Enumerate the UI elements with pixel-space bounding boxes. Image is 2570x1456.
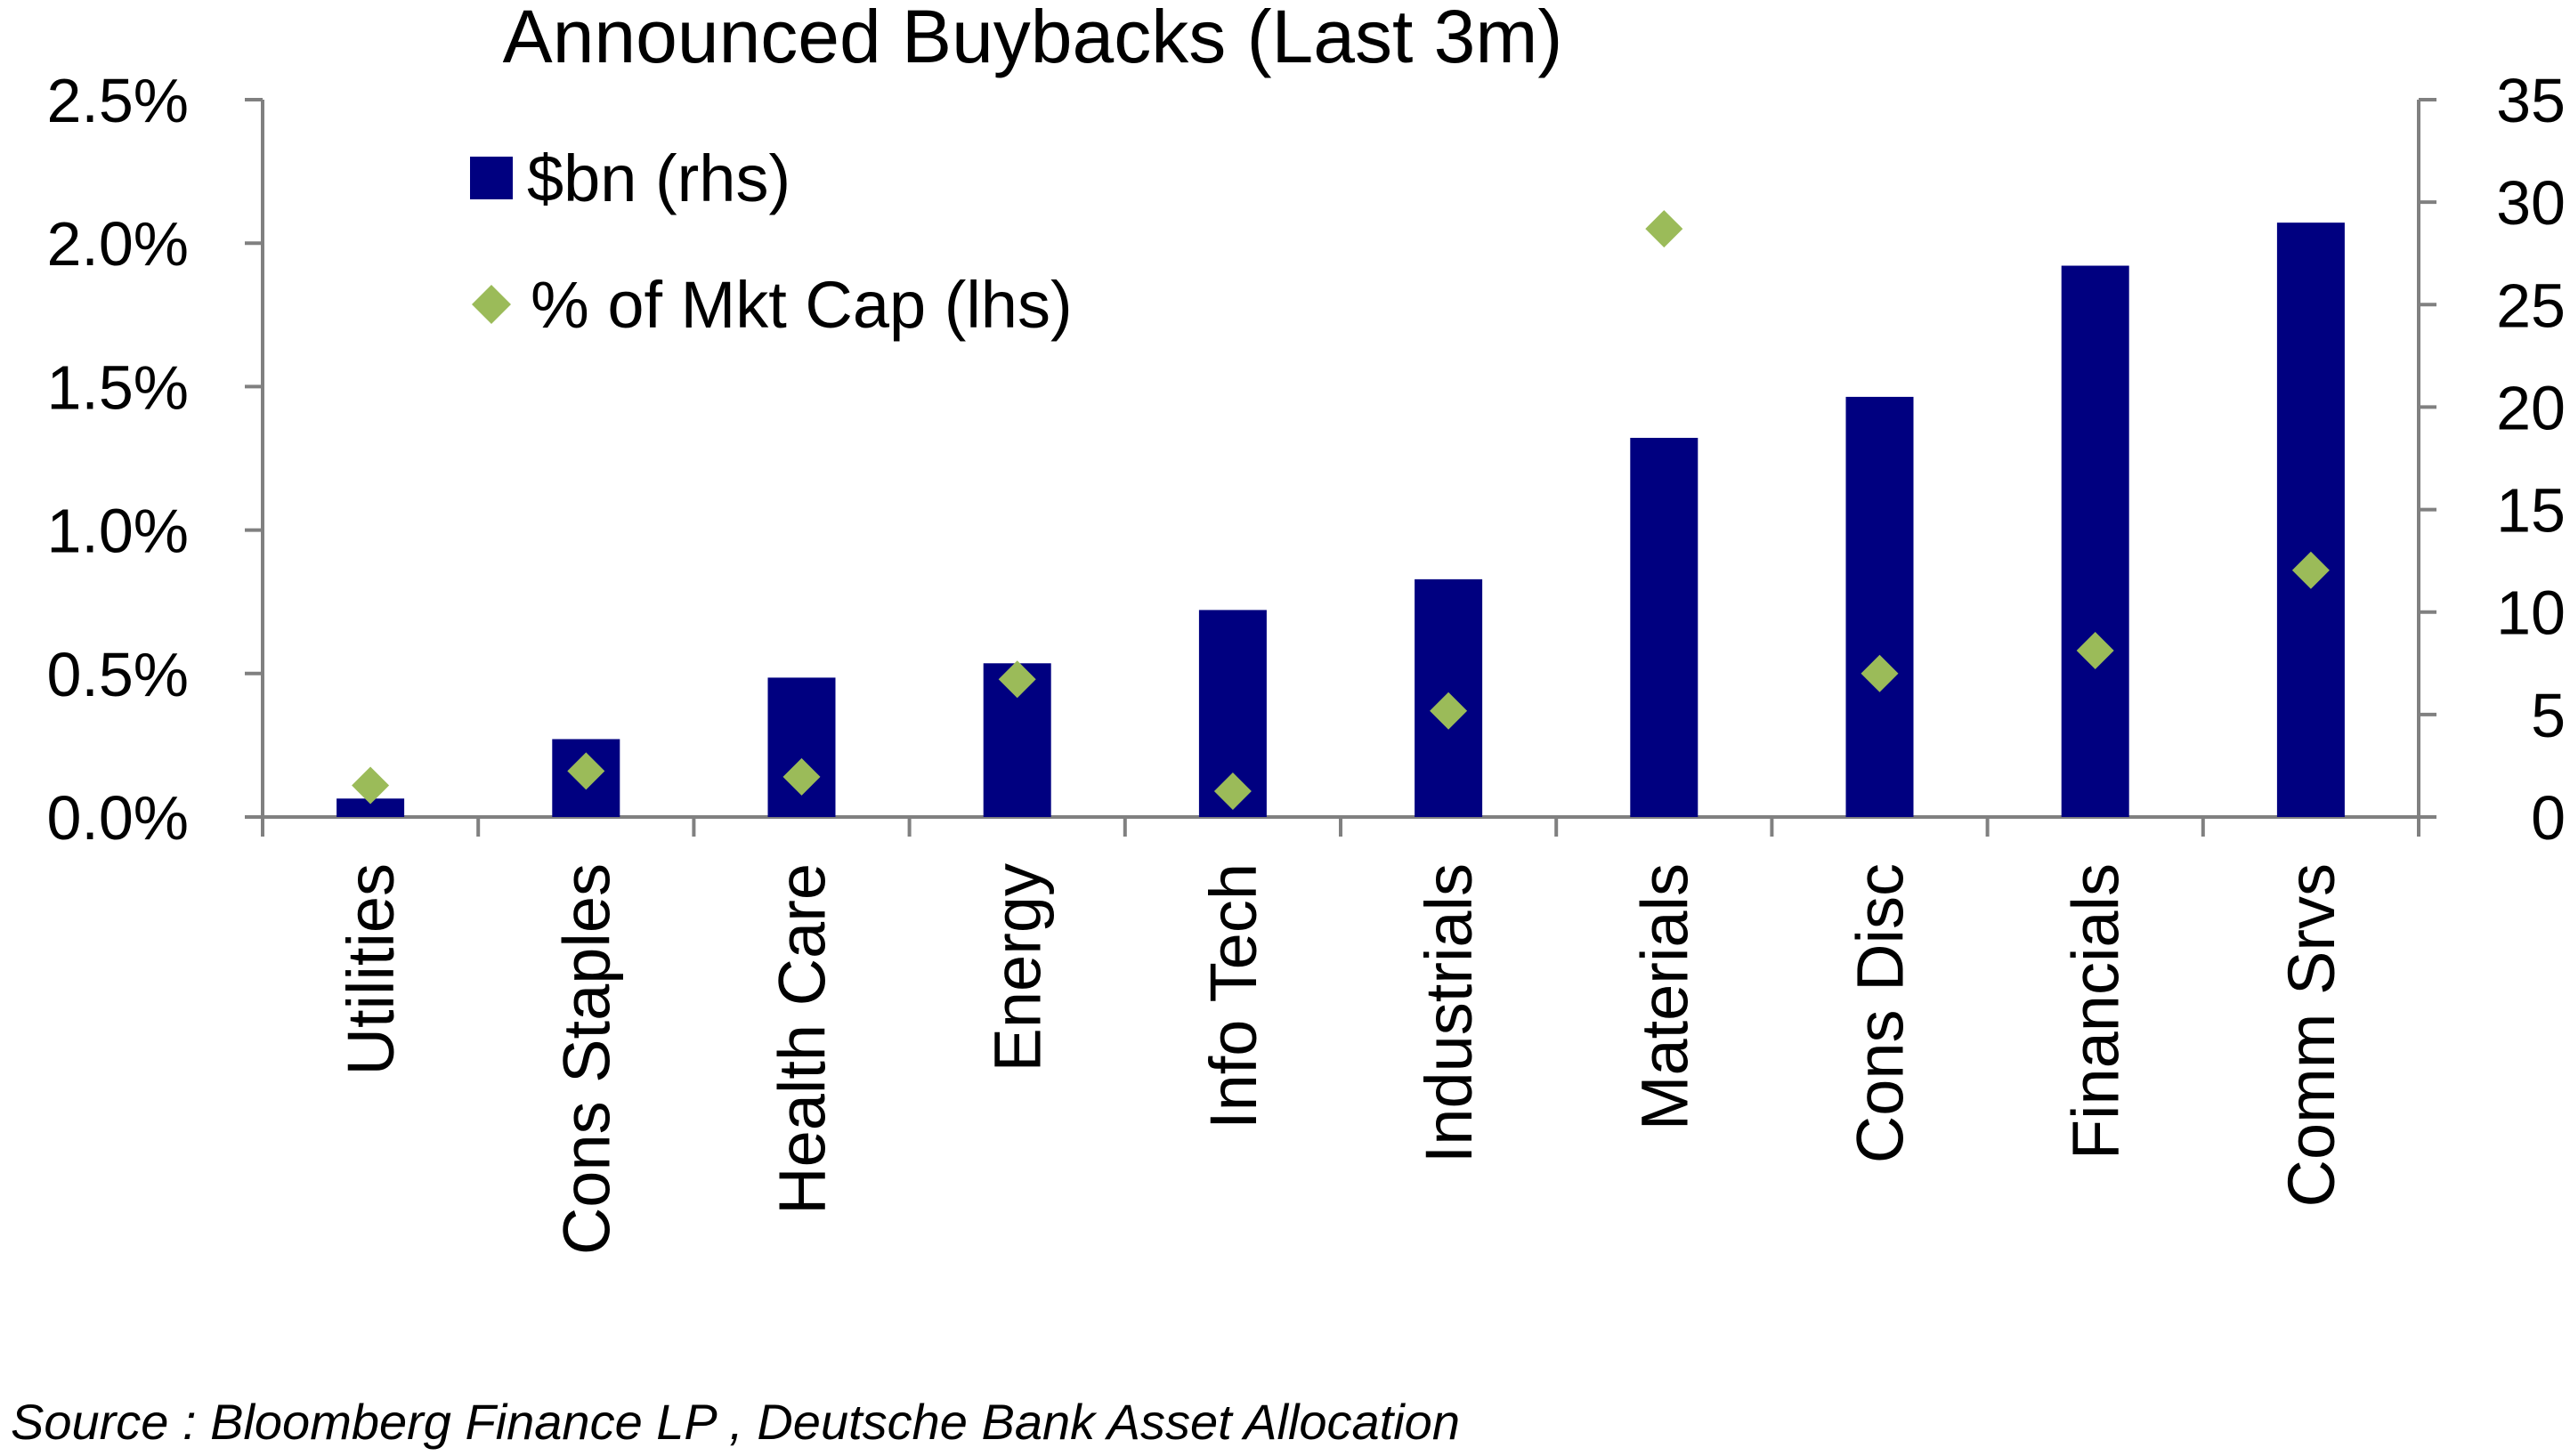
right-tick-label: 15 xyxy=(2496,476,2566,546)
chart-title: Announced Buybacks (Last 3m) xyxy=(503,0,1563,78)
right-tick-label: 25 xyxy=(2496,271,2566,340)
right-tick-label: 10 xyxy=(2496,578,2566,648)
left-tick-label: 2.5% xyxy=(46,66,189,135)
category-label: Cons Disc xyxy=(1844,863,1917,1163)
right-tick-label: 5 xyxy=(2531,681,2566,750)
left-tick-label: 1.0% xyxy=(46,497,189,566)
source-note: Source : Bloomberg Finance LP , Deutsche… xyxy=(11,1394,1460,1450)
left-tick-label: 2.0% xyxy=(46,209,189,279)
legend-diamond-swatch xyxy=(472,285,511,324)
left-tick-label: 0.5% xyxy=(46,640,189,709)
category-label: Info Tech xyxy=(1196,863,1270,1129)
right-tick-label: 30 xyxy=(2496,168,2566,238)
bar xyxy=(1630,437,1698,817)
diamond-marker xyxy=(1430,692,1468,730)
diamond-marker xyxy=(2291,551,2330,589)
legend-bar-label: $bn (rhs) xyxy=(527,142,790,215)
x-axis: Utilities Cons Staples Health Care Energy In… xyxy=(261,815,2420,1255)
bar-series xyxy=(336,222,2345,817)
legend-bar-swatch xyxy=(470,157,513,199)
diamond-marker xyxy=(998,660,1036,699)
marker-series xyxy=(352,210,2330,810)
bar xyxy=(767,677,836,817)
legend-marker-label: % of Mkt Cap (lhs) xyxy=(531,268,1073,342)
diamond-marker xyxy=(782,757,821,796)
bar xyxy=(2061,265,2129,817)
category-label: Energy xyxy=(981,863,1055,1072)
diamond-marker xyxy=(1861,654,1899,692)
right-tick-label: 0 xyxy=(2531,783,2566,853)
left-tick-label: 1.5% xyxy=(46,352,189,422)
legend: $bn (rhs) % of Mkt Cap (lhs) xyxy=(470,142,1073,342)
diamond-marker xyxy=(1645,210,1683,248)
category-label: Comm Srvs xyxy=(2274,863,2348,1207)
category-label: Industrials xyxy=(1412,863,1486,1163)
category-label: Cons Staples xyxy=(549,863,623,1255)
diamond-marker xyxy=(2076,632,2114,670)
bar xyxy=(2276,222,2345,817)
right-y-axis: 0 5 10 15 20 25 30 35 xyxy=(2417,66,2566,853)
bar xyxy=(1845,396,1914,817)
category-label: Utilities xyxy=(334,863,408,1075)
diamond-marker xyxy=(1213,772,1252,810)
left-tick-label: 0.0% xyxy=(46,783,189,853)
category-label: Health Care xyxy=(766,863,839,1215)
category-label: Materials xyxy=(1627,863,1701,1130)
right-tick-label: 20 xyxy=(2496,373,2566,442)
bar xyxy=(336,798,405,817)
left-y-axis: 0.0% 0.5% 1.0% 1.5% 2.0% 2.5% xyxy=(46,66,264,853)
diamond-marker xyxy=(567,752,605,790)
right-tick-label: 35 xyxy=(2496,66,2566,135)
diamond-marker xyxy=(352,766,390,805)
category-label: Financials xyxy=(2059,863,2133,1160)
